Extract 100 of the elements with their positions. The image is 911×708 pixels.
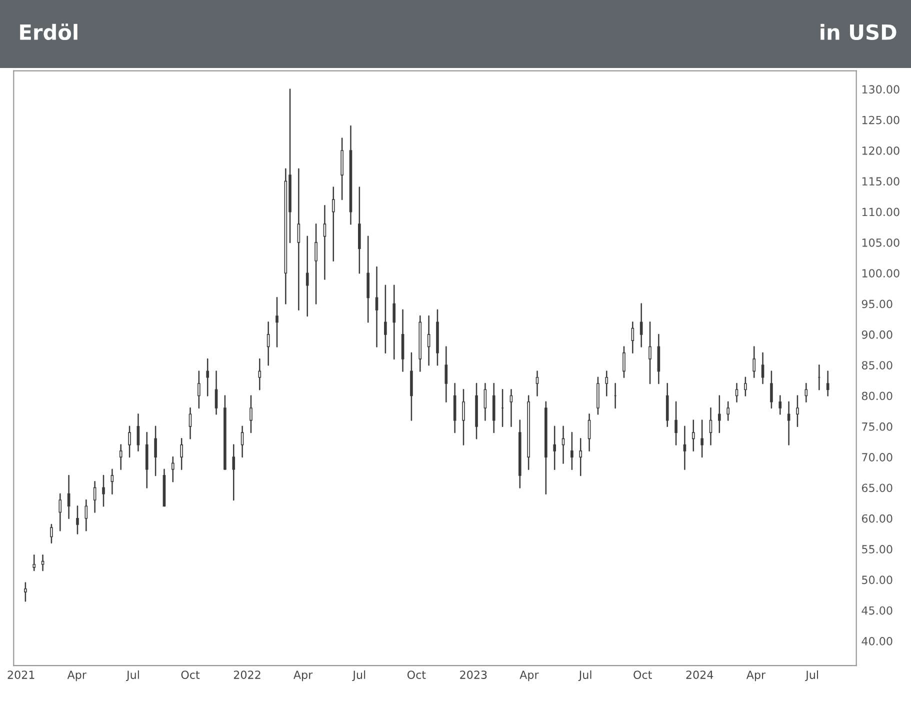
candlestick xyxy=(119,444,122,470)
candlestick xyxy=(726,401,730,421)
candlestick xyxy=(110,468,114,494)
candlestick xyxy=(206,358,210,396)
y-tick-label: 75.00 xyxy=(862,422,892,431)
y-tick-label: 80.00 xyxy=(862,392,892,400)
candlestick xyxy=(41,554,44,572)
candlestick xyxy=(266,322,270,366)
candlestick xyxy=(427,315,430,366)
x-tick-label: Apr xyxy=(294,670,313,682)
candlestick xyxy=(314,223,318,304)
x-tick-label: Oct xyxy=(181,670,200,679)
candlestick xyxy=(384,284,387,354)
candlestick xyxy=(84,499,88,532)
candlestick xyxy=(93,480,96,513)
x-tick-label: Apr xyxy=(520,670,539,682)
candlestick xyxy=(188,407,192,440)
candlestick xyxy=(306,236,309,317)
candlestick xyxy=(323,205,326,280)
candlestick xyxy=(276,297,278,348)
candlestick xyxy=(787,401,790,446)
candlestick xyxy=(605,370,608,396)
candlestick xyxy=(778,395,782,415)
x-tick-label: 2021 xyxy=(8,670,34,679)
candlestick xyxy=(683,426,686,470)
candlestick xyxy=(50,524,53,544)
chart-subtitle: in USD xyxy=(820,24,896,40)
candlestick xyxy=(640,303,643,348)
chart-title: Erdöl xyxy=(20,24,78,40)
candlestick xyxy=(484,382,487,421)
candlestick xyxy=(128,426,131,458)
candlestick xyxy=(171,456,174,482)
candlestick xyxy=(536,370,539,396)
candlestick xyxy=(761,352,764,384)
x-tick-label: Apr xyxy=(67,670,86,682)
candlestick xyxy=(102,474,105,507)
y-tick-label: 85.00 xyxy=(862,361,892,370)
y-tick-label: 40.00 xyxy=(862,636,892,646)
candlestick xyxy=(67,474,70,519)
candlestick xyxy=(214,370,218,415)
candlestick xyxy=(258,358,262,390)
candlestick xyxy=(796,395,799,428)
candlestick xyxy=(240,426,244,458)
candlestick xyxy=(332,186,335,262)
candlestick xyxy=(648,322,652,384)
candlestick xyxy=(462,388,465,446)
candlestick xyxy=(631,322,634,354)
candlestick xyxy=(826,370,830,396)
candlestick xyxy=(752,346,756,378)
y-tick-label: 105.00 xyxy=(862,238,900,247)
x-tick-label: Jul xyxy=(578,670,592,682)
candlestick xyxy=(553,426,556,470)
y-tick-label: 55.00 xyxy=(862,545,892,554)
candlestick xyxy=(622,346,626,378)
candlestick xyxy=(744,376,747,396)
y-tick-label: 110.00 xyxy=(862,208,900,216)
x-tick-label: 2023 xyxy=(460,670,487,679)
x-tick-label: Jul xyxy=(352,670,366,682)
candlestick xyxy=(674,401,678,446)
candlestick xyxy=(770,370,773,409)
candlestick xyxy=(804,382,808,403)
candlestick xyxy=(76,505,79,534)
y-tick-label: 50.00 xyxy=(862,576,892,584)
candlestick xyxy=(375,266,378,348)
candlestick xyxy=(392,284,396,360)
candlestick xyxy=(297,168,300,311)
candlestick xyxy=(709,407,712,446)
y-tick-label: 95.00 xyxy=(862,300,892,308)
y-tick-label: 130.00 xyxy=(862,85,900,94)
y-tick-label: 45.00 xyxy=(862,606,892,615)
candlestick xyxy=(444,346,448,403)
y-tick-label: 90.00 xyxy=(862,330,892,339)
x-tick-label: Jul xyxy=(126,670,139,682)
candlestick xyxy=(24,582,27,602)
candlestick xyxy=(180,438,183,470)
candlestick xyxy=(510,388,513,428)
x-tick-label: Oct xyxy=(634,670,652,679)
y-tick-label: 115.00 xyxy=(862,177,900,186)
x-tick-label: Jul xyxy=(805,670,818,682)
x-tick-label: 2022 xyxy=(234,670,260,679)
candlestick xyxy=(154,426,157,476)
y-tick-label: 65.00 xyxy=(862,484,892,492)
y-tick-label: 60.00 xyxy=(862,514,892,523)
candlestick xyxy=(700,420,704,458)
candlestick xyxy=(735,382,738,403)
x-tick-label: Apr xyxy=(746,670,766,682)
y-tick-label: 125.00 xyxy=(862,116,900,124)
y-tick-label: 100.00 xyxy=(862,269,900,278)
candlestick xyxy=(718,395,721,434)
candlestick xyxy=(232,444,236,501)
candlestick xyxy=(570,432,574,470)
candlestick xyxy=(250,395,252,434)
candlestick xyxy=(198,370,200,409)
x-tick-label: Oct xyxy=(407,670,426,679)
candlestick xyxy=(579,438,582,476)
y-tick-label: 70.00 xyxy=(862,453,892,462)
x-tick-label: 2024 xyxy=(686,670,714,679)
candlestick xyxy=(32,554,36,572)
y-tick-label: 120.00 xyxy=(862,146,900,155)
candlestick xyxy=(692,420,695,452)
